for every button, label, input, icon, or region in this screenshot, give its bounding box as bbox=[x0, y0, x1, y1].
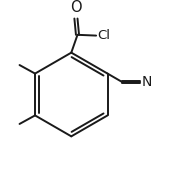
Text: Cl: Cl bbox=[97, 29, 110, 42]
Text: N: N bbox=[141, 75, 152, 89]
Text: O: O bbox=[70, 0, 82, 15]
